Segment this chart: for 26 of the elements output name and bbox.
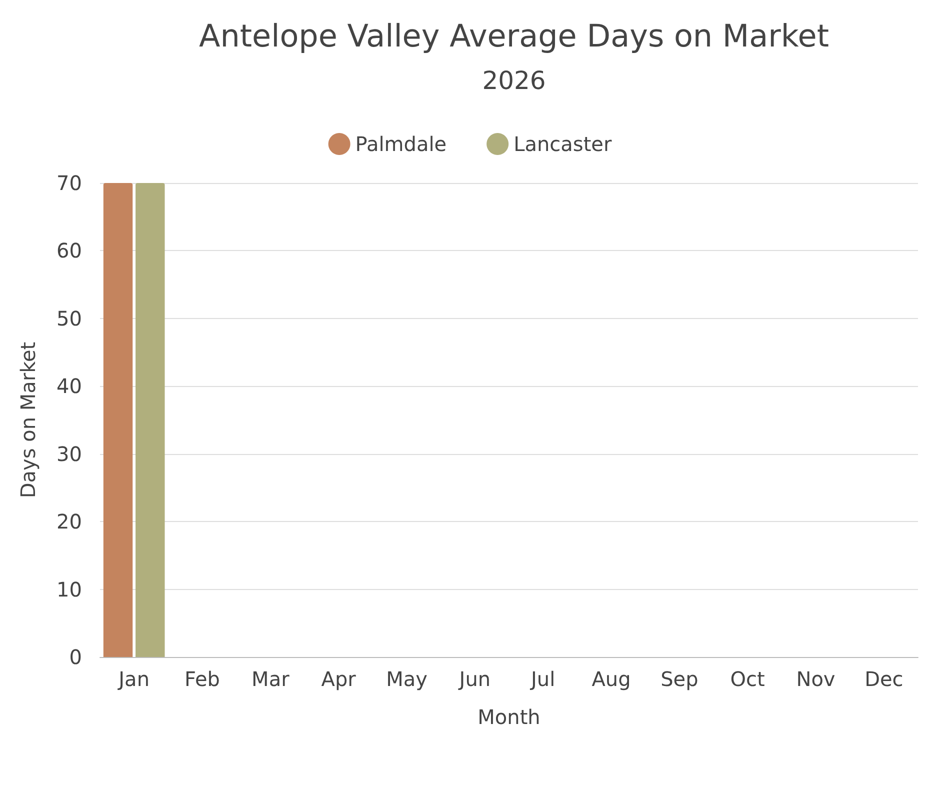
- legend-label: Palmdale: [355, 132, 447, 156]
- y-tick-label: 10: [56, 577, 82, 602]
- x-tick-label: Mar: [252, 667, 290, 691]
- x-tick-label: Sep: [660, 667, 698, 691]
- y-tick-label: 60: [56, 238, 82, 263]
- x-tick-label: Apr: [321, 667, 357, 691]
- y-tick-label: 20: [56, 510, 82, 534]
- y-tick-label: 70: [56, 171, 82, 195]
- y-axis-title: Days on Market: [16, 342, 40, 498]
- x-tick-label: Oct: [730, 667, 766, 691]
- y-tick-label: 30: [56, 442, 82, 466]
- x-tick-label: Jun: [457, 667, 491, 691]
- x-tick-label: Aug: [592, 667, 631, 691]
- x-tick-label: Nov: [796, 667, 836, 691]
- chart-subtitle: 2026: [482, 66, 546, 95]
- chart-title: Antelope Valley Average Days on Market: [199, 18, 829, 54]
- x-tick-label: Dec: [864, 667, 904, 691]
- y-tick-label: 0: [69, 645, 82, 669]
- x-tick-label: Feb: [184, 667, 220, 691]
- x-tick-label: Jan: [116, 667, 150, 691]
- x-tick-label: Jul: [529, 667, 556, 691]
- legend-label: Lancaster: [514, 132, 612, 156]
- y-tick-label: 50: [56, 306, 82, 330]
- x-axis-title: Month: [478, 705, 540, 729]
- y-tick-label: 40: [56, 374, 82, 398]
- x-tick-label: May: [386, 667, 428, 691]
